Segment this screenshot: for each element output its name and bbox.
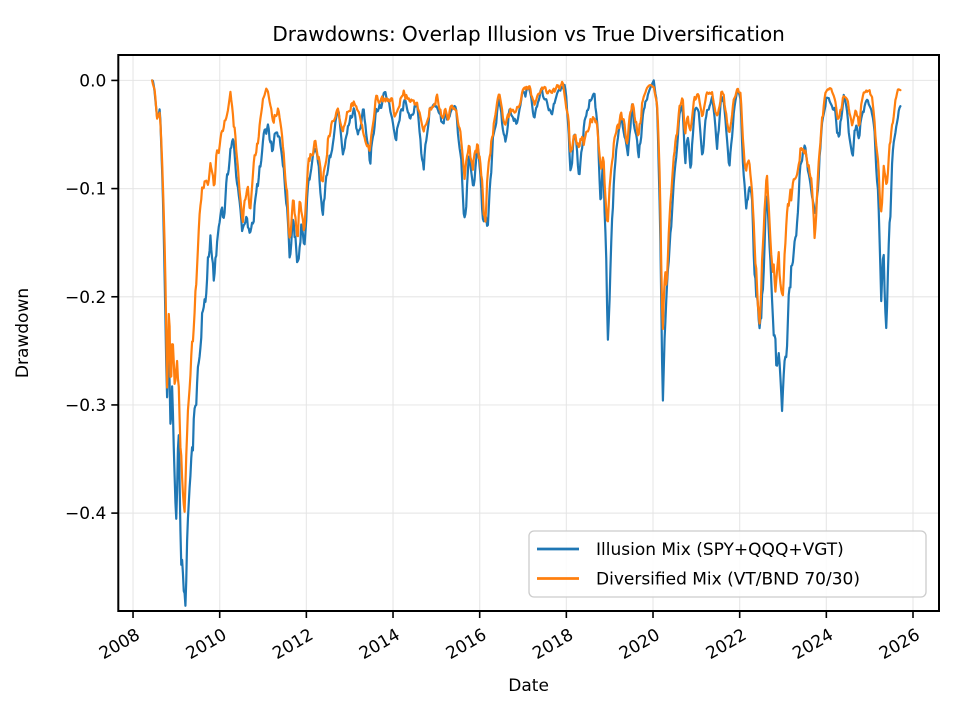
- y-tick-labels: 0.0 −0.1 −0.2 −0.3 −0.4: [65, 71, 106, 524]
- x-tick-label: 2016: [443, 625, 490, 664]
- x-tick-label: 2008: [96, 625, 143, 664]
- x-tick-label: 2010: [183, 625, 230, 664]
- legend-label-diversified: Diversified Mix (VT/BND 70/30): [596, 570, 860, 590]
- legend: Illusion Mix (SPY+QQQ+VGT) Diversified M…: [528, 530, 927, 598]
- y-tick-label: −0.2: [65, 288, 106, 308]
- x-tick-label: 2012: [269, 625, 316, 664]
- axis-ticks: [111, 79, 914, 618]
- y-tick-label: −0.1: [65, 180, 106, 200]
- plot-frame: [117, 54, 941, 612]
- y-tick-label: −0.4: [65, 504, 106, 524]
- x-tick-label: 2018: [529, 625, 576, 664]
- x-tick-label: 2020: [616, 625, 663, 664]
- y-axis-label: Drawdown: [13, 288, 33, 378]
- series-lines: [151, 79, 902, 607]
- legend-label-illusion: Illusion Mix (SPY+QQQ+VGT): [596, 540, 844, 560]
- gridlines: [118, 55, 939, 611]
- series-line-illusion: [151, 79, 902, 607]
- y-tick-label: −0.3: [65, 396, 106, 416]
- series-line-diversified: [151, 79, 902, 513]
- x-axis-label: Date: [508, 676, 549, 696]
- chart-title: Drawdowns: Overlap Illusion vs True Dive…: [272, 22, 785, 46]
- legend-box: [528, 530, 927, 598]
- x-tick-label: 2022: [703, 625, 750, 664]
- x-tick-label: 2014: [356, 625, 403, 664]
- x-tick-labels: 2008 2010 2012 2014 2016 2018 2020 2022 2024 2026: [96, 625, 923, 664]
- y-tick-label: 0.0: [79, 71, 106, 91]
- x-tick-label: 2026: [876, 625, 923, 664]
- x-tick-label: 2024: [789, 625, 836, 664]
